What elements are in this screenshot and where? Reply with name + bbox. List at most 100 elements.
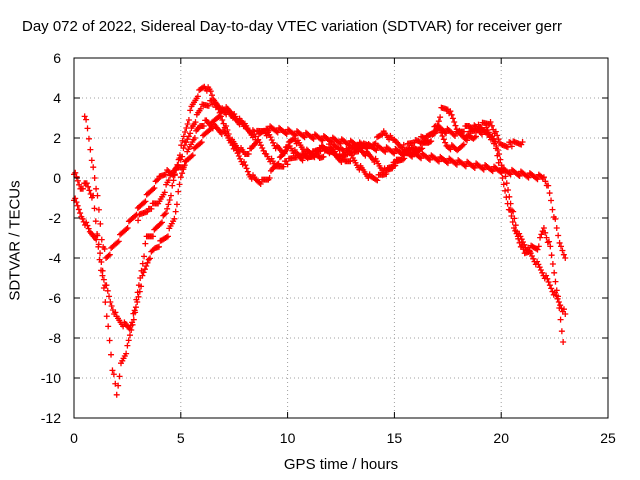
data-point [259, 145, 266, 151]
data-point [425, 137, 432, 144]
data-point [508, 213, 515, 219]
data-point [301, 134, 308, 141]
data-point [97, 220, 104, 227]
y-tick-label: 0 [53, 170, 61, 186]
data-point [184, 121, 191, 127]
data-point [488, 122, 495, 129]
data-point [165, 177, 172, 184]
data-point [318, 136, 325, 143]
data-point [546, 238, 553, 245]
data-point [543, 272, 550, 279]
data-point [507, 171, 514, 178]
data-point [223, 123, 230, 129]
y-tick-label: 6 [53, 50, 61, 66]
data-point [337, 140, 344, 147]
data-point [539, 269, 546, 276]
data-point [94, 232, 101, 239]
data-point [506, 170, 513, 177]
data-point [77, 210, 84, 217]
data-point [124, 342, 131, 349]
data-point [268, 137, 275, 143]
data-point [105, 252, 112, 259]
data-point [126, 325, 133, 332]
data-point [206, 127, 213, 134]
data-point [425, 155, 432, 162]
data-point [173, 201, 180, 208]
data-point [398, 151, 405, 158]
data-point [391, 150, 398, 157]
data-point [494, 152, 501, 159]
y-tick-label: -8 [49, 330, 62, 346]
data-point [448, 111, 455, 118]
data-point [179, 153, 186, 160]
data-point [113, 391, 120, 398]
data-point [475, 121, 482, 128]
data-point [91, 205, 98, 212]
data-point [99, 267, 106, 274]
data-point [198, 139, 205, 146]
data-point [559, 247, 566, 254]
data-point [291, 131, 298, 138]
data-point [171, 215, 178, 222]
data-point [519, 239, 526, 245]
data-point [88, 157, 95, 164]
data-point [93, 236, 100, 243]
data-point [72, 195, 79, 202]
data-point [106, 251, 113, 258]
data-point [441, 129, 448, 135]
data-point [428, 130, 435, 137]
data-point [242, 162, 249, 169]
data-point [161, 189, 168, 196]
data-point [516, 230, 523, 237]
data-point [126, 332, 133, 339]
data-point [544, 275, 551, 282]
data-point [115, 238, 122, 245]
data-point [162, 171, 169, 178]
data-point [354, 142, 361, 149]
data-point [141, 253, 148, 260]
data-point [140, 269, 147, 276]
data-point [169, 182, 176, 189]
data-point [161, 211, 168, 218]
data-point [189, 152, 196, 159]
data-point [452, 160, 459, 167]
data-point [524, 173, 531, 180]
data-point [546, 282, 553, 289]
data-point [142, 198, 149, 205]
data-point [257, 142, 264, 149]
data-point [185, 117, 192, 123]
data-point [505, 187, 512, 193]
data-point [504, 144, 511, 151]
data-point [542, 229, 549, 236]
data-point [489, 168, 496, 175]
data-point [378, 132, 385, 138]
data-point [309, 134, 316, 141]
data-point [553, 292, 560, 299]
data-point [509, 219, 516, 225]
data-point [94, 192, 101, 199]
data-point [197, 105, 204, 112]
data-point [407, 152, 414, 159]
data-point [155, 176, 162, 183]
data-point [546, 190, 553, 197]
data-point [84, 125, 91, 132]
data-point [507, 207, 514, 213]
data-point [450, 131, 457, 138]
data-point [547, 243, 554, 250]
data-point [374, 177, 381, 184]
data-point [443, 159, 450, 166]
data-point [535, 261, 542, 268]
data-point [545, 182, 552, 189]
data-point [554, 295, 561, 302]
y-tick-label: -12 [41, 410, 61, 426]
data-point [75, 206, 82, 213]
data-point [90, 164, 97, 171]
data-point [512, 227, 519, 234]
data-point [470, 163, 477, 170]
data-point [400, 152, 407, 159]
data-point [440, 136, 447, 143]
data-point [562, 311, 569, 317]
data-point [143, 263, 150, 269]
data-point [79, 215, 86, 222]
